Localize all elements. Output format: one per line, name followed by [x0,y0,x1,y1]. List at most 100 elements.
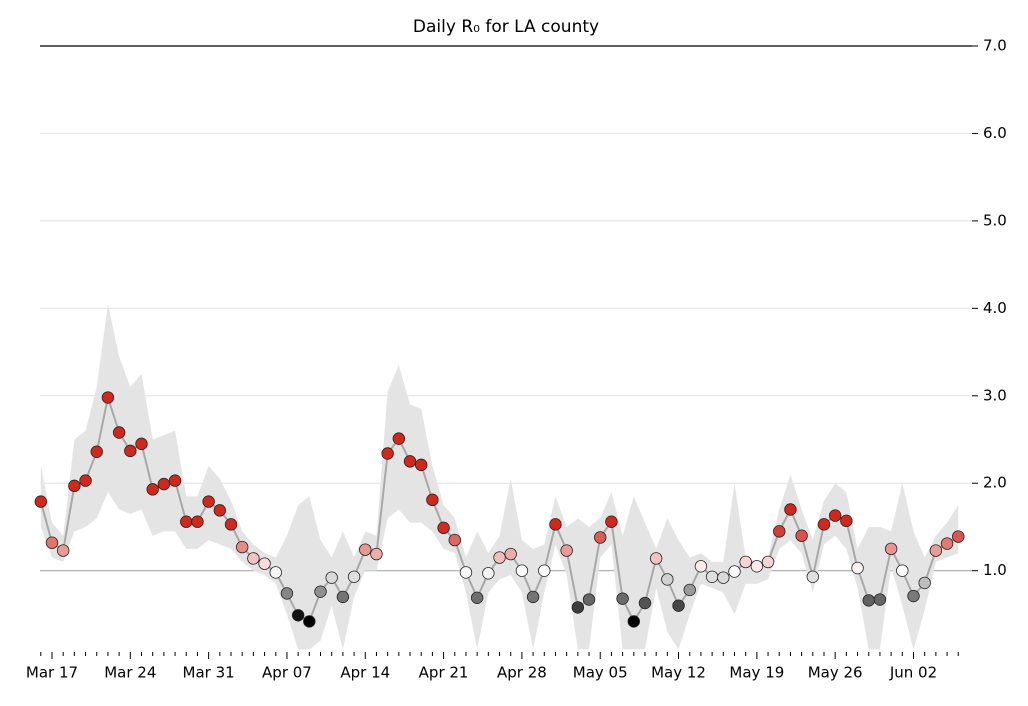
point [896,564,909,577]
x-tick-label: Apr 21 [419,664,469,682]
x-tick-label: May 05 [573,664,628,682]
y-tick-label: 2.0 [983,474,1007,492]
x-tick-label: Mar 31 [183,664,235,682]
point [806,570,820,583]
y-tick-label: 7.0 [983,37,1007,55]
point [56,544,70,557]
point [280,587,294,600]
point [728,565,741,578]
point [370,547,383,561]
point [90,445,103,458]
point [582,593,596,606]
point [403,455,417,468]
point [828,509,842,522]
point [504,547,517,561]
point [135,437,148,451]
x-tick-label: May 26 [808,664,863,682]
point [448,533,461,547]
point [851,561,864,575]
point [235,540,249,554]
point [705,570,719,583]
point [34,495,48,508]
point [773,525,786,538]
point [649,552,663,565]
point [538,564,551,577]
point [247,552,260,565]
point [694,560,708,573]
y-tick-label: 5.0 [983,211,1007,229]
point [862,594,875,607]
point [437,521,450,535]
point [415,458,428,472]
y-tick-label: 1.0 [983,561,1007,579]
point [873,593,887,606]
point [616,592,629,605]
point [784,503,797,516]
point [526,590,540,604]
point [224,518,238,531]
point [392,432,406,445]
point [817,518,831,531]
x-tick-label: Mar 24 [104,664,156,682]
point [627,615,640,628]
point [191,515,204,528]
point [291,609,305,622]
point [168,474,182,487]
chart-title: Daily R₀ for LA county [413,17,599,37]
x-tick-label: May 19 [729,664,784,682]
point [717,571,730,584]
point [347,570,361,583]
point [918,576,931,590]
y-tick-label: 3.0 [983,386,1007,404]
point [79,474,92,487]
point [325,571,338,584]
point [761,555,775,569]
point [795,529,808,542]
point [180,515,193,528]
point [952,530,965,543]
x-tick-label: Apr 07 [262,664,312,682]
point [426,493,439,507]
point [146,483,159,496]
point [493,551,506,564]
point [101,391,115,404]
point [213,504,227,517]
point [571,601,585,614]
point [482,567,495,580]
point [336,590,350,604]
point [515,564,529,577]
point [157,477,171,491]
point [907,589,920,603]
y-tick-label: 6.0 [983,124,1007,142]
point [884,542,898,556]
point [269,566,282,579]
point [683,583,696,597]
x-tick-label: Mar 17 [26,664,78,682]
point [68,479,81,493]
point [124,444,137,458]
point [594,531,607,544]
point [45,536,59,549]
point [459,566,473,579]
point [929,544,943,557]
point [202,495,215,508]
point [638,596,652,610]
point [605,515,618,528]
y-tick-label: 4.0 [983,299,1007,317]
point [314,585,327,598]
point [112,426,126,439]
point [672,599,685,612]
x-tick-label: Jun 02 [889,664,937,682]
point [549,518,562,531]
point [359,543,372,556]
point [258,557,271,570]
x-tick-label: Apr 14 [340,664,390,682]
point [303,615,316,628]
point [560,544,573,557]
point [940,537,954,550]
point [661,573,674,586]
x-tick-label: Apr 28 [497,664,547,682]
point [840,514,853,528]
x-tick-label: May 12 [651,664,706,682]
